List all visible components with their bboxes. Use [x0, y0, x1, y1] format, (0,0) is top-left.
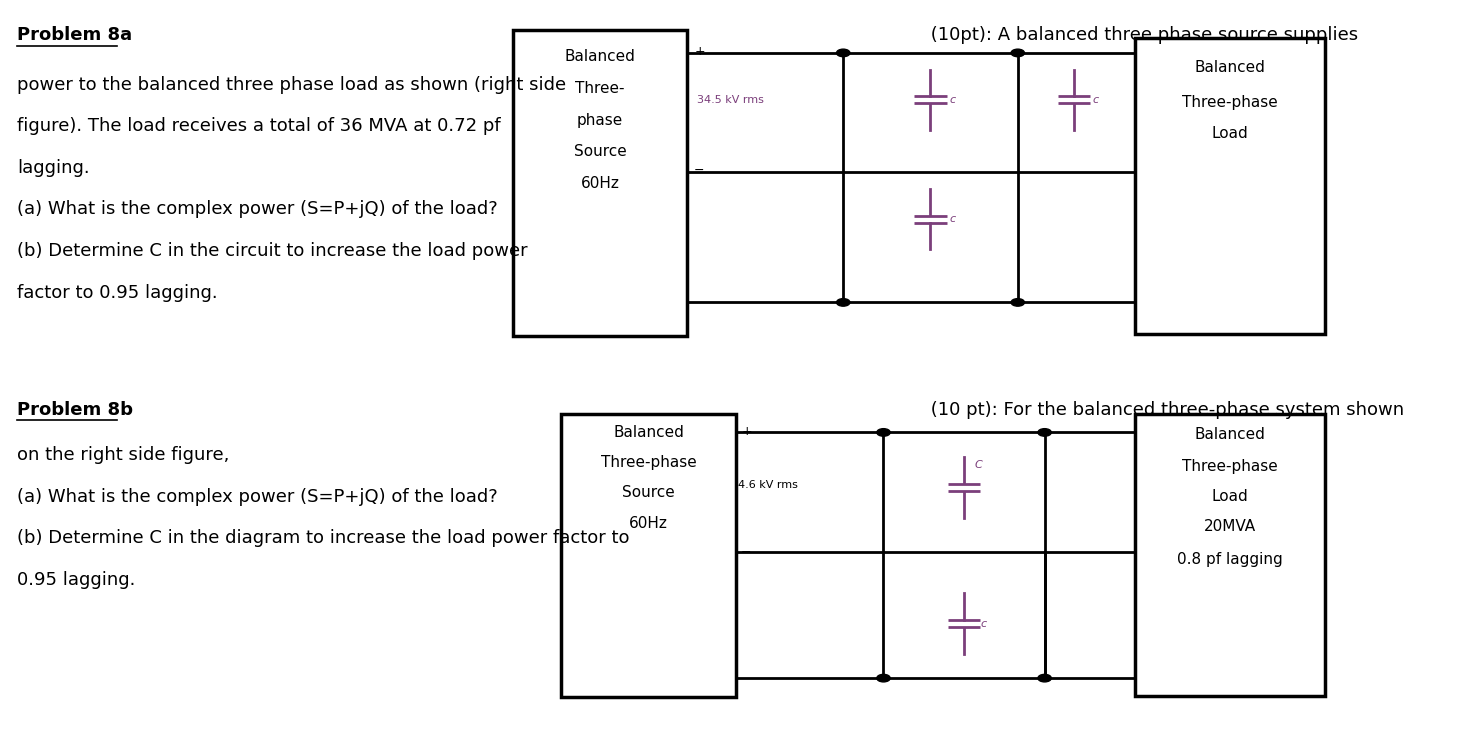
Text: 34.5 kV rms: 34.5 kV rms — [697, 94, 763, 105]
Text: c: c — [950, 214, 956, 225]
Text: −: − — [741, 546, 752, 559]
Circle shape — [1038, 674, 1051, 682]
Text: factor to 0.95 lagging.: factor to 0.95 lagging. — [18, 284, 219, 302]
Text: phase: phase — [577, 113, 624, 128]
Circle shape — [837, 49, 850, 57]
Text: Problem 8b: Problem 8b — [18, 401, 134, 419]
Text: 0.95 lagging.: 0.95 lagging. — [18, 571, 137, 589]
Text: figure). The load receives a total of 36 MVA at 0.72 pf: figure). The load receives a total of 36… — [18, 117, 501, 135]
Text: 4.6 kV rms: 4.6 kV rms — [738, 480, 799, 491]
Text: 60Hz: 60Hz — [581, 176, 619, 191]
Text: Source: Source — [574, 144, 627, 160]
Text: C: C — [975, 460, 982, 470]
Text: 20MVA: 20MVA — [1204, 519, 1257, 534]
Text: 60Hz: 60Hz — [630, 516, 668, 531]
Circle shape — [876, 429, 890, 436]
Text: Balanced: Balanced — [565, 49, 636, 64]
Text: (b) Determine C in the diagram to increase the load power factor to: (b) Determine C in the diagram to increa… — [18, 529, 630, 547]
Text: (a) What is the complex power (S=P+jQ) of the load?: (a) What is the complex power (S=P+jQ) o… — [18, 488, 498, 506]
Text: 0.8 pf lagging: 0.8 pf lagging — [1177, 552, 1283, 567]
Text: Three-phase: Three-phase — [1182, 94, 1277, 110]
Text: Problem 8a: Problem 8a — [18, 26, 132, 45]
Text: lagging.: lagging. — [18, 159, 90, 177]
Bar — [561, 414, 735, 697]
Text: power to the balanced three phase load as shown (right side: power to the balanced three phase load a… — [18, 76, 567, 94]
Text: Balanced: Balanced — [614, 425, 684, 440]
Text: c: c — [981, 618, 986, 629]
Bar — [1135, 38, 1326, 334]
Circle shape — [1038, 429, 1051, 436]
Circle shape — [1011, 49, 1025, 57]
Text: (b) Determine C in the circuit to increase the load power: (b) Determine C in the circuit to increa… — [18, 242, 528, 260]
Text: Three-phase: Three-phase — [1182, 459, 1277, 474]
Circle shape — [876, 674, 890, 682]
Text: +: + — [694, 45, 705, 58]
Text: Load: Load — [1211, 126, 1248, 141]
Text: c: c — [1094, 94, 1100, 105]
Text: (a) What is the complex power (S=P+jQ) of the load?: (a) What is the complex power (S=P+jQ) o… — [18, 200, 498, 218]
Text: c: c — [950, 94, 956, 105]
Text: Load: Load — [1211, 489, 1248, 504]
Text: (10 pt): For the balanced three-phase system shown: (10 pt): For the balanced three-phase sy… — [925, 401, 1405, 419]
Circle shape — [1011, 299, 1025, 306]
Text: Three-: Three- — [575, 81, 625, 96]
Text: on the right side figure,: on the right side figure, — [18, 446, 230, 464]
Text: (10pt): A balanced three phase source supplies: (10pt): A balanced three phase source su… — [925, 26, 1358, 45]
Bar — [1135, 414, 1326, 696]
Bar — [512, 30, 687, 336]
Text: Three-phase: Three-phase — [600, 455, 696, 470]
Text: Balanced: Balanced — [1195, 427, 1265, 442]
Text: −: − — [694, 164, 705, 177]
Text: Balanced: Balanced — [1195, 60, 1265, 76]
Text: Source: Source — [622, 485, 675, 500]
Circle shape — [837, 299, 850, 306]
Text: +: + — [741, 425, 752, 438]
